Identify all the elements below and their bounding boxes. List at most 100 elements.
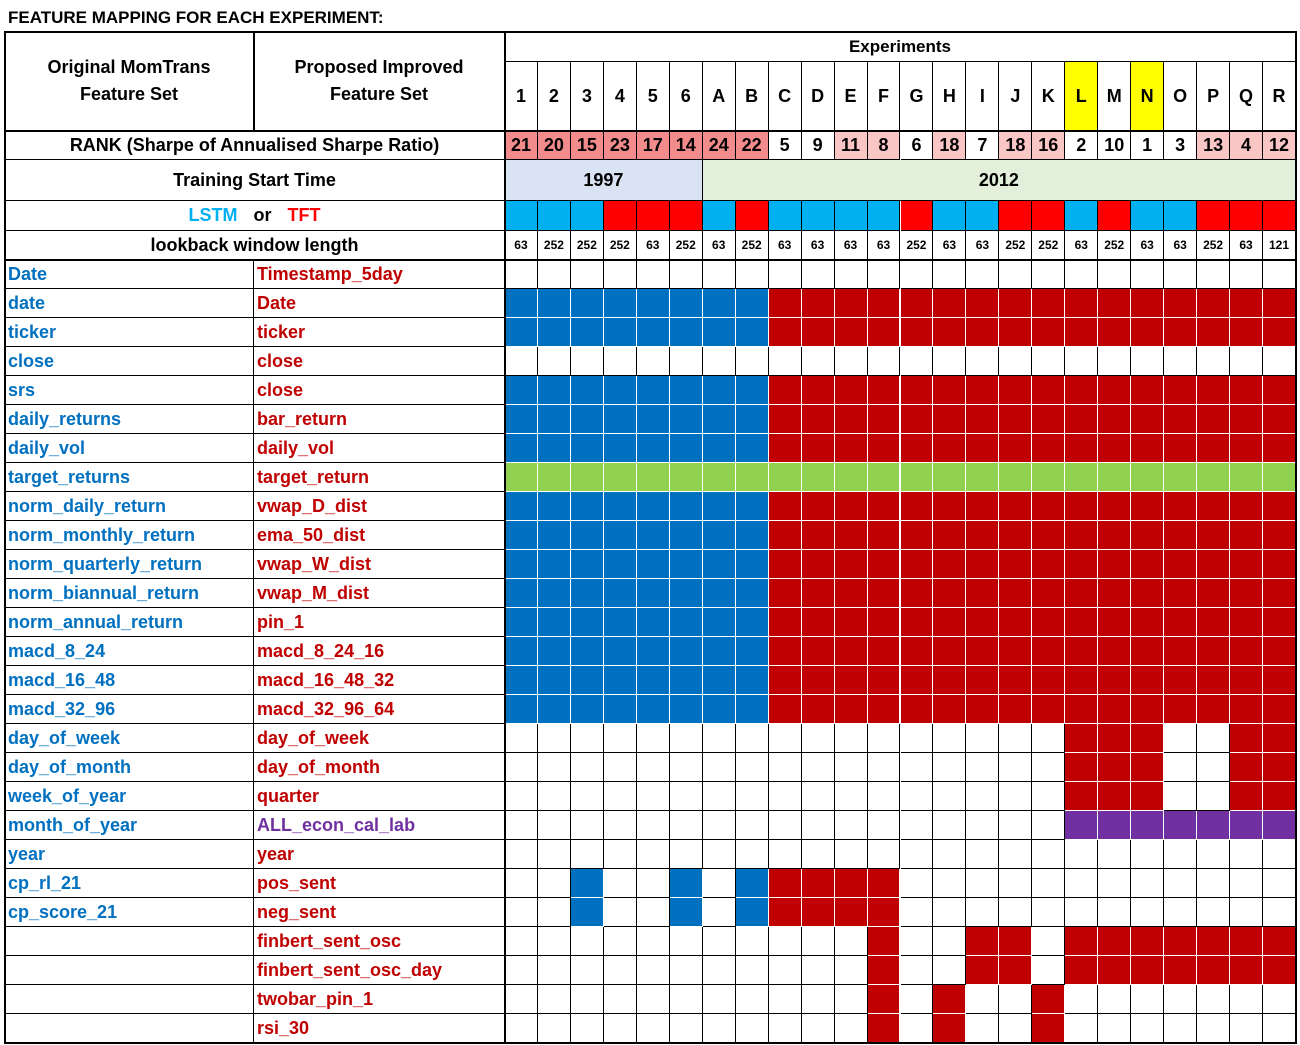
feature-cell xyxy=(768,376,802,405)
feature-cell xyxy=(768,289,802,318)
original-feature-name: year xyxy=(5,840,254,869)
feature-cell xyxy=(537,463,571,492)
feature-cell xyxy=(1230,695,1264,724)
feature-cell xyxy=(505,898,538,927)
feature-cell xyxy=(933,753,967,782)
lookback-value: 63 xyxy=(702,231,736,260)
feature-cell xyxy=(900,434,934,463)
feature-cell xyxy=(669,608,703,637)
feature-cell xyxy=(900,347,934,376)
feature-cell xyxy=(537,260,571,289)
feature-cell xyxy=(1032,927,1066,956)
feature-cell xyxy=(1197,869,1231,898)
experiment-col-q: Q xyxy=(1230,62,1264,131)
feature-cell xyxy=(570,811,604,840)
feature-cell xyxy=(1197,289,1231,318)
feature-cell xyxy=(1164,840,1198,869)
feature-cell xyxy=(1164,463,1198,492)
feature-cell xyxy=(735,753,769,782)
feature-cell xyxy=(1098,434,1132,463)
feature-cell xyxy=(636,405,670,434)
feature-cell xyxy=(966,753,1000,782)
feature-cell xyxy=(669,782,703,811)
feature-cell xyxy=(603,724,637,753)
model-cell-tft xyxy=(1230,201,1264,231)
feature-cell xyxy=(1230,521,1264,550)
feature-cell xyxy=(801,637,835,666)
experiment-col-5: 5 xyxy=(636,62,670,131)
feature-cell xyxy=(1131,782,1165,811)
feature-cell xyxy=(1131,637,1165,666)
feature-cell xyxy=(570,550,604,579)
feature-cell xyxy=(603,521,637,550)
feature-cell xyxy=(1230,550,1264,579)
model-cell-lstm xyxy=(537,201,571,231)
feature-cell xyxy=(505,492,538,521)
feature-cell xyxy=(669,550,703,579)
model-cell-lstm xyxy=(570,201,604,231)
original-feature-name xyxy=(5,1014,254,1043)
feature-cell xyxy=(1098,289,1132,318)
feature-cell xyxy=(999,927,1033,956)
rank-value: 20 xyxy=(537,131,571,160)
proposed-feature-name: macd_8_24_16 xyxy=(254,637,505,666)
feature-cell xyxy=(966,550,1000,579)
model-cell-lstm xyxy=(801,201,835,231)
lookback-value: 63 xyxy=(966,231,1000,260)
feature-cell xyxy=(999,405,1033,434)
feature-cell xyxy=(801,956,835,985)
proposed-feature-set-header: Proposed Improved Feature Set xyxy=(254,32,505,131)
experiment-col-c: C xyxy=(768,62,802,131)
lookback-value: 252 xyxy=(603,231,637,260)
feature-cell xyxy=(933,318,967,347)
feature-cell xyxy=(768,318,802,347)
feature-cell xyxy=(999,376,1033,405)
original-feature-name: macd_32_96 xyxy=(5,695,254,724)
feature-cell xyxy=(669,695,703,724)
feature-cell xyxy=(603,550,637,579)
feature-cell xyxy=(933,782,967,811)
feature-cell xyxy=(768,782,802,811)
feature-cell xyxy=(933,724,967,753)
feature-cell xyxy=(801,782,835,811)
feature-cell xyxy=(1164,347,1198,376)
feature-cell xyxy=(933,637,967,666)
feature-cell xyxy=(801,260,835,289)
feature-cell xyxy=(669,405,703,434)
feature-cell xyxy=(735,637,769,666)
feature-cell xyxy=(801,347,835,376)
feature-cell xyxy=(1131,434,1165,463)
feature-cell xyxy=(768,521,802,550)
feature-cell xyxy=(636,347,670,376)
feature-cell xyxy=(570,695,604,724)
feature-cell xyxy=(1230,666,1264,695)
feature-cell xyxy=(702,724,736,753)
lookback-value: 63 xyxy=(505,231,538,260)
rank-label: RANK (Sharpe of Annualised Sharpe Ratio) xyxy=(5,131,505,160)
feature-cell xyxy=(1032,405,1066,434)
feature-cell xyxy=(768,695,802,724)
feature-cell xyxy=(735,811,769,840)
feature-cell xyxy=(801,405,835,434)
original-feature-name: norm_annual_return xyxy=(5,608,254,637)
feature-cell xyxy=(735,347,769,376)
feature-cell xyxy=(933,608,967,637)
feature-cell xyxy=(1065,1014,1099,1043)
feature-cell xyxy=(1032,840,1066,869)
feature-cell xyxy=(603,260,637,289)
feature-cell xyxy=(867,434,901,463)
feature-cell xyxy=(1230,927,1264,956)
feature-cell xyxy=(1065,753,1099,782)
divider-col2 xyxy=(504,32,506,1043)
feature-cell xyxy=(636,927,670,956)
feature-cell xyxy=(1131,318,1165,347)
feature-cell xyxy=(933,289,967,318)
feature-cell xyxy=(1230,782,1264,811)
feature-cell xyxy=(636,376,670,405)
feature-cell xyxy=(570,869,604,898)
rank-value: 10 xyxy=(1098,131,1132,160)
feature-cell xyxy=(1230,347,1264,376)
feature-cell xyxy=(834,492,868,521)
feature-cell xyxy=(1032,463,1066,492)
feature-cell xyxy=(834,898,868,927)
